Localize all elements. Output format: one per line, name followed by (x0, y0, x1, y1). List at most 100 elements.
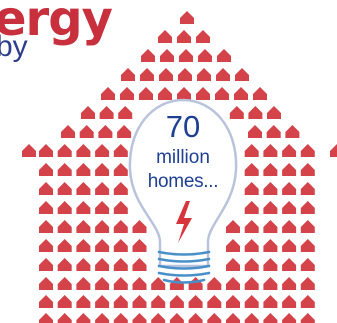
house-icon (132, 258, 147, 271)
house-icon (57, 295, 72, 308)
house-icon (98, 125, 113, 138)
house-icon (282, 239, 297, 252)
house-icon (39, 201, 53, 214)
house-icon (248, 125, 262, 138)
house-icon (57, 239, 72, 252)
house-icon (169, 313, 184, 323)
lightning-bolt-icon (176, 201, 192, 243)
house-icon (132, 313, 147, 323)
house-icon (196, 30, 210, 43)
house-icon (95, 182, 110, 195)
house-icon (253, 87, 267, 100)
house-icon (215, 87, 229, 100)
house-icon (263, 313, 278, 323)
house-icon (76, 201, 91, 214)
house-icon (39, 220, 53, 233)
homes-count-number: 70 (165, 109, 201, 144)
lightbulb-coil (157, 264, 211, 270)
house-icon (198, 49, 212, 62)
house-icon (300, 313, 315, 323)
house-icon (330, 144, 337, 157)
house-icon-grid (22, 11, 337, 323)
house-icon (207, 295, 222, 308)
house-icon (140, 68, 154, 81)
house-icon (158, 30, 172, 43)
lightbulb-coil (157, 250, 211, 256)
house-icon (76, 313, 91, 323)
house-icon (263, 144, 278, 157)
house-icon (132, 295, 147, 308)
house-icon (282, 277, 297, 290)
house-icon (132, 277, 147, 290)
house-icon (263, 295, 278, 308)
house-icon (244, 163, 259, 176)
house-icon (113, 313, 128, 323)
house-icon (57, 182, 72, 195)
house-icon (244, 277, 259, 290)
house-icon (244, 220, 259, 233)
house-icon (217, 49, 231, 62)
house-icon (76, 182, 91, 195)
house-icon (57, 163, 72, 176)
house-icon (76, 239, 91, 252)
house-icon (229, 106, 244, 119)
house-icon (300, 277, 315, 290)
house-icon (81, 106, 95, 119)
house-icon (121, 68, 135, 81)
house-icon (113, 144, 128, 157)
house-icon (113, 220, 128, 233)
house-icon (113, 239, 128, 252)
house-icon (160, 49, 174, 62)
house-icon (39, 313, 53, 323)
house-icon (300, 258, 315, 271)
house-icon (244, 201, 259, 214)
house-icon (300, 201, 315, 214)
house-icon (196, 87, 210, 100)
house-icon (113, 182, 128, 195)
house-icon (244, 182, 259, 195)
house-icon (244, 295, 259, 308)
house-icon (169, 295, 184, 308)
house-icon (113, 201, 128, 214)
house-icon (76, 144, 91, 157)
house-icon (57, 201, 72, 214)
house-icon (244, 258, 259, 271)
house-icon (99, 106, 114, 119)
house-icon (263, 163, 278, 176)
house-icon (234, 87, 248, 100)
house-icon (244, 144, 259, 157)
house-icon (57, 144, 72, 157)
house-icon (197, 68, 211, 81)
house-icon (151, 313, 166, 323)
house-icon (177, 30, 191, 43)
homes-count-label: homes... (147, 171, 219, 192)
house-icon (95, 277, 110, 290)
house-icon (95, 220, 110, 233)
house-icon (113, 277, 128, 290)
house-icon (117, 125, 132, 138)
house-icon (39, 182, 53, 195)
house-icon (61, 125, 75, 138)
house-icon (263, 258, 278, 271)
house-icon (179, 49, 193, 62)
house-icon (263, 201, 278, 214)
house-icon (76, 220, 91, 233)
house-icon (180, 11, 194, 24)
house-icon (141, 49, 155, 62)
house-icon (188, 313, 203, 323)
lightbulb-icon (128, 98, 238, 284)
house-icon (300, 144, 315, 157)
homes-count-unit: million (156, 147, 210, 168)
house-icon (263, 220, 278, 233)
house-icon (132, 220, 147, 233)
house-icon (113, 258, 128, 271)
house-icon (266, 125, 281, 138)
house-icon (216, 68, 230, 81)
house-icon (39, 295, 53, 308)
house-icon (207, 277, 222, 290)
house-icon (282, 201, 297, 214)
lightbulb-base-coils (157, 250, 211, 284)
house-icon (263, 182, 278, 195)
house-icon (226, 313, 240, 323)
house-icon (267, 106, 281, 119)
